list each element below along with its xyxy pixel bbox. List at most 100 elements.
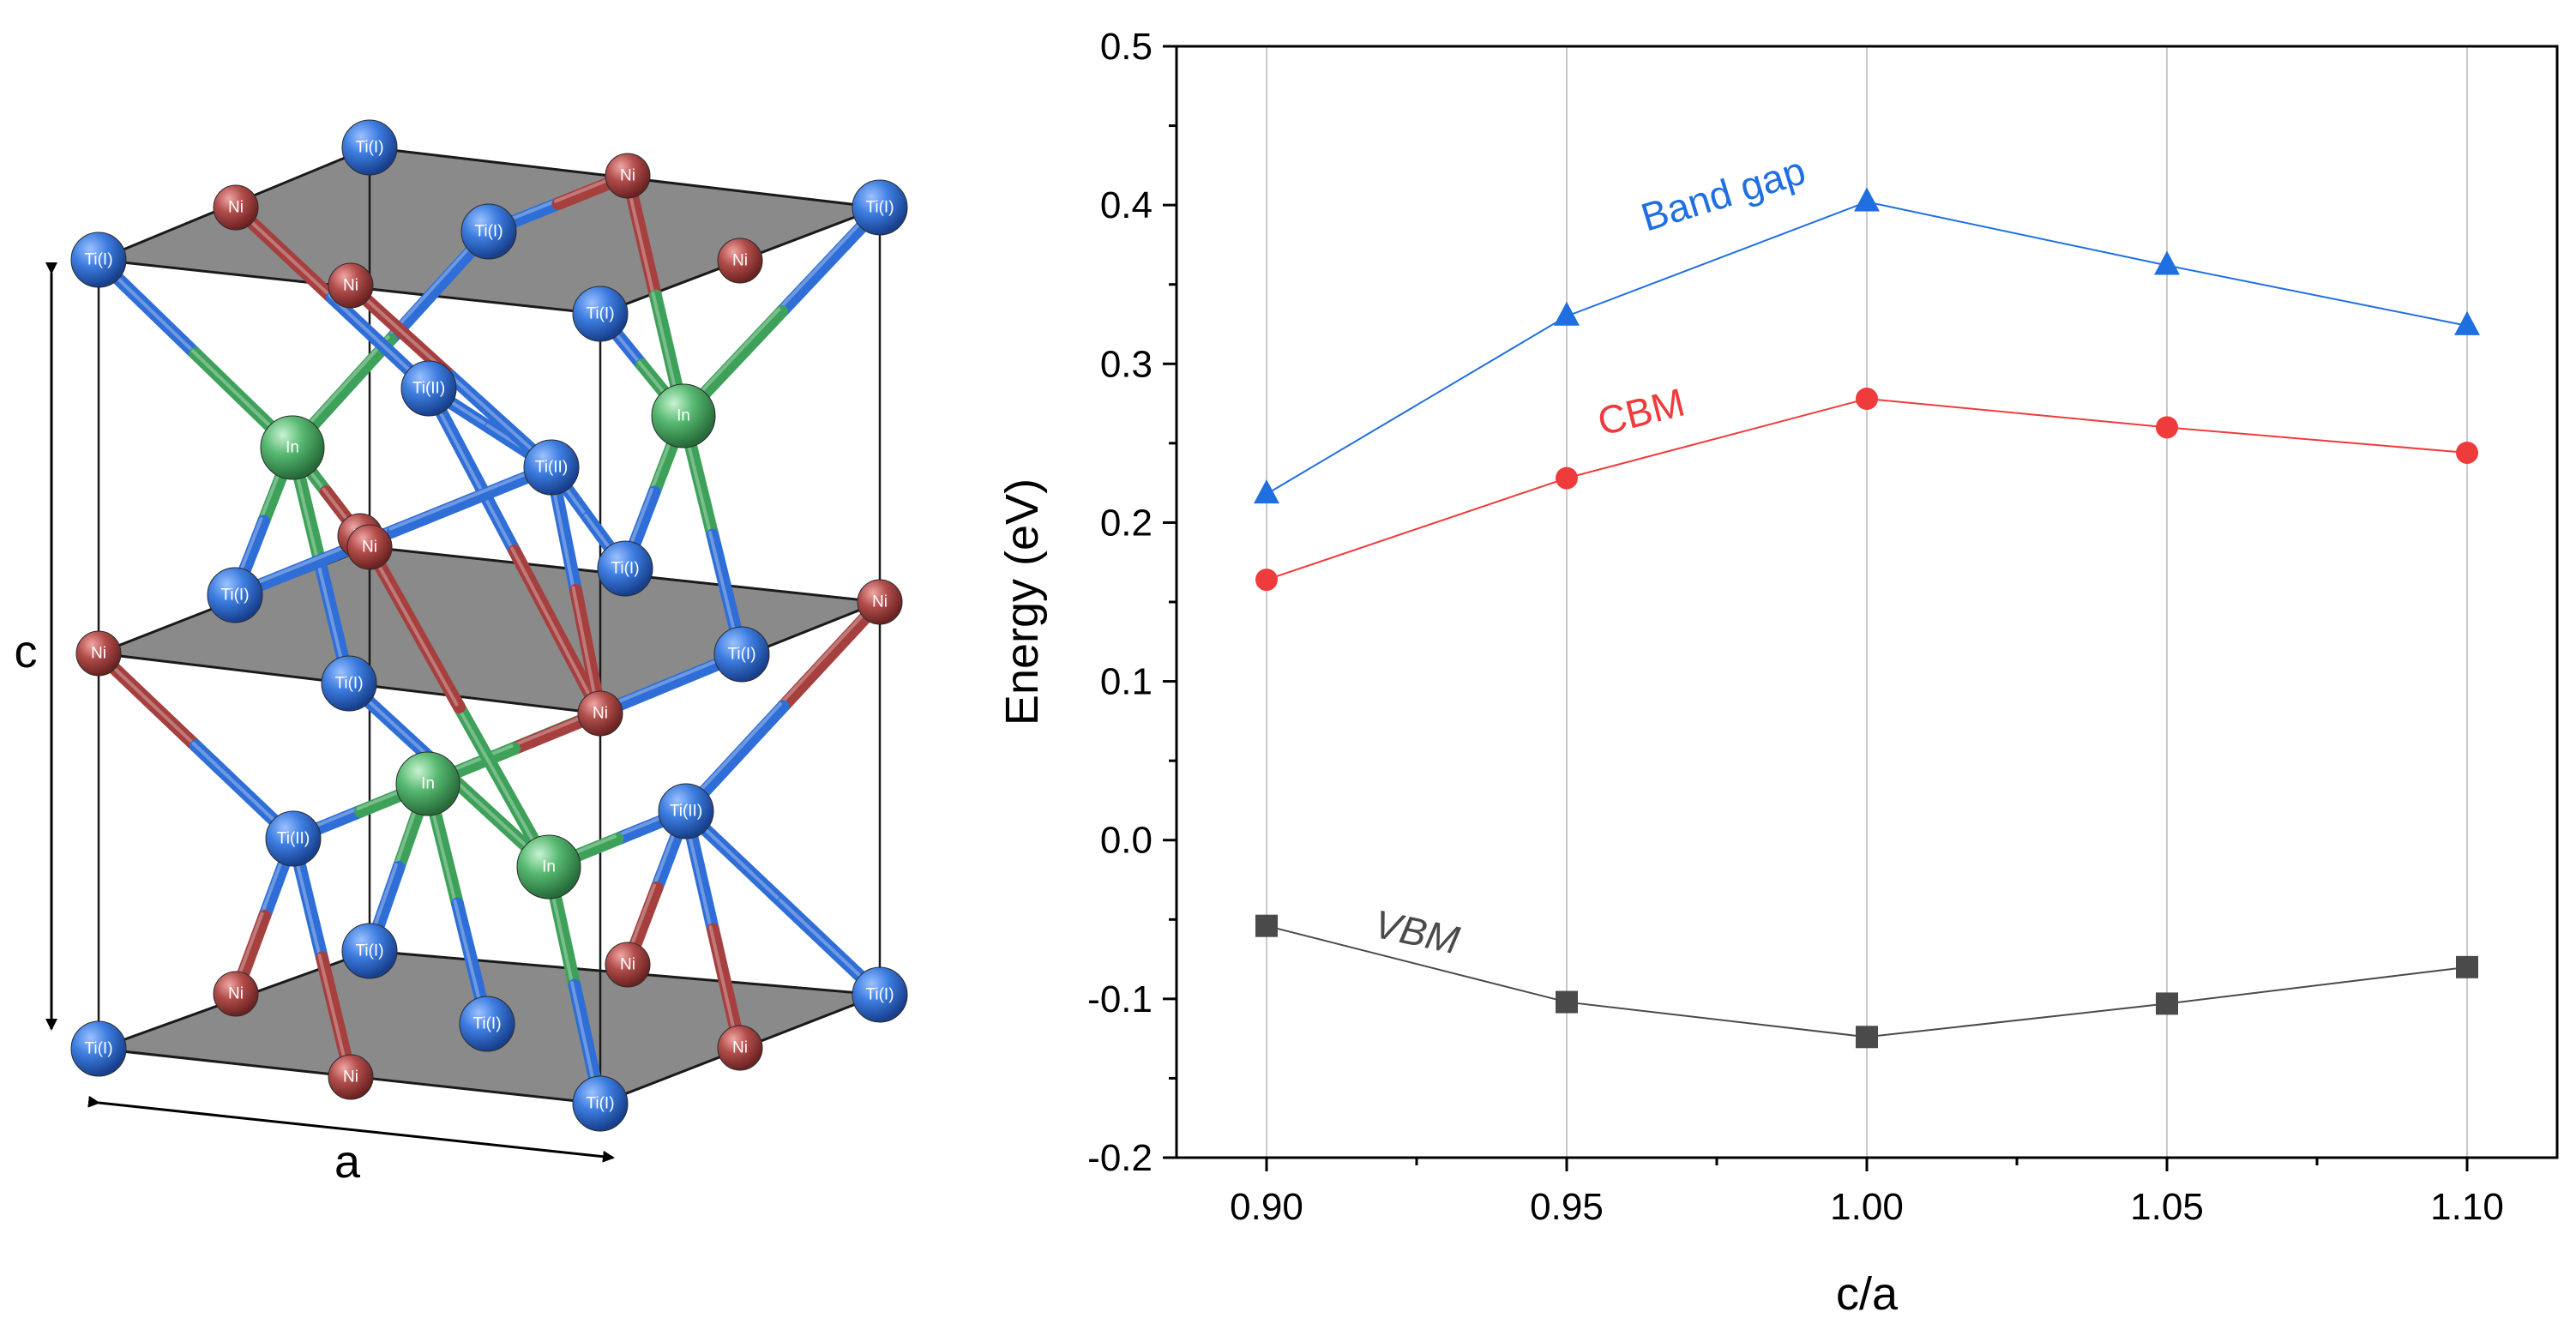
- atom-sphere: [265, 810, 322, 867]
- data-point-band-gap: [1554, 301, 1580, 326]
- atom-label: In: [542, 858, 556, 876]
- atom-label: Ni: [620, 956, 635, 974]
- atom-label: Ni: [732, 1039, 748, 1057]
- atom-sphere: [658, 783, 714, 840]
- bond-highlight: [571, 586, 599, 713]
- bond-segment: [422, 382, 521, 557]
- atom-sphere: [395, 751, 460, 816]
- bond-highlight: [317, 954, 350, 1076]
- data-point-cbm: [2456, 441, 2478, 464]
- atom-sphere: [852, 179, 908, 236]
- a-axis-arrow: [87, 1095, 615, 1163]
- atom-label: Ti(I): [84, 1040, 112, 1058]
- atom-sphere: [852, 966, 908, 1023]
- data-point-cbm: [1856, 388, 1878, 411]
- atom-ni: Ni: [328, 262, 374, 309]
- atom-ti1: Ti(I): [459, 996, 515, 1052]
- atom-sphere: [207, 567, 263, 623]
- atom-ni: Ni: [328, 1054, 374, 1100]
- atom-sphere: [572, 286, 629, 342]
- data-point-cbm: [1556, 466, 1578, 490]
- atom-sphere: [857, 579, 903, 625]
- atom-label: Ti(I): [865, 986, 894, 1004]
- atom-sphere: [523, 439, 580, 496]
- atom-label: Ti(I): [334, 675, 363, 693]
- atom-label: Ti(I): [727, 646, 755, 664]
- atom-label: Ti(I): [865, 199, 894, 217]
- atom-ti1: Ti(I): [597, 540, 653, 597]
- data-point-band-gap: [2454, 310, 2480, 335]
- atom-ti2: Ti(II): [658, 783, 714, 840]
- series-label-cbm: CBM: [1593, 380, 1689, 444]
- atom-ti1: Ti(I): [341, 119, 398, 176]
- atom-ni: Ni: [857, 579, 903, 625]
- data-point-cbm: [1255, 569, 1278, 592]
- atom-label: Ti(I): [220, 587, 249, 605]
- atom-ti1: Ti(I): [852, 179, 908, 236]
- y-axis: -0.2 -0.1 0.0 0.1 0.2 0.3 0.4 0.5: [1087, 26, 1177, 1179]
- atom-ti1: Ti(I): [713, 626, 770, 683]
- data-point-vbm: [1255, 914, 1278, 937]
- x-tick-label: 1.10: [2430, 1186, 2504, 1228]
- series-cbm: [1255, 388, 2478, 592]
- atom-label: Ti(I): [611, 560, 639, 578]
- atom-ni: Ni: [605, 153, 651, 199]
- atom-ni: Ni: [346, 524, 393, 570]
- atom-sphere: [213, 971, 259, 1017]
- atom-ti2: Ti(II): [523, 439, 580, 496]
- data-point-cbm: [2156, 416, 2178, 439]
- atom-label: Ni: [362, 539, 377, 557]
- atom-sphere: [321, 655, 377, 712]
- atom-ti1: Ti(I): [207, 567, 263, 623]
- atom-label: In: [677, 407, 690, 425]
- atom-ti1: Ti(I): [572, 1075, 629, 1132]
- atom-label: Ti(II): [535, 459, 568, 477]
- atom-sphere: [516, 834, 581, 900]
- atom-label: Ni: [91, 645, 106, 663]
- atom-sphere: [597, 540, 653, 597]
- atom-label: Ti(I): [355, 942, 383, 960]
- series-vbm: [1255, 914, 2478, 1049]
- data-point-band-gap: [1254, 479, 1279, 504]
- atom-label: Ti(I): [586, 305, 614, 323]
- bond-highlight: [779, 598, 879, 706]
- atom-ni: Ni: [717, 1025, 763, 1071]
- atom-label: Ni: [228, 985, 244, 1003]
- y-tick-label: 0.0: [1100, 820, 1153, 862]
- atom-sphere: [459, 996, 515, 1052]
- data-series: [1254, 187, 2480, 1049]
- atom-ti2: Ti(II): [400, 360, 457, 417]
- atom-ni: Ni: [213, 971, 259, 1017]
- atom-sphere: [460, 203, 517, 260]
- atom-in: In: [395, 751, 460, 816]
- x-axis-title: c/a: [1836, 1268, 1899, 1320]
- atom-sphere: [651, 383, 716, 448]
- y-tick-label: 0.5: [1100, 26, 1153, 68]
- x-tick-label: 1.00: [1830, 1186, 1904, 1228]
- series-label-vbm: VBM: [1370, 901, 1464, 963]
- atom-sphere: [70, 232, 127, 288]
- basal-planes: [98, 146, 881, 1105]
- atom-label: In: [286, 439, 299, 457]
- data-point-band-gap: [2154, 250, 2180, 275]
- atom-label: Ti(II): [412, 380, 445, 398]
- atom-label: Ni: [872, 593, 888, 611]
- bond-highlight: [708, 925, 739, 1047]
- atom-sphere: [400, 360, 457, 417]
- atom-sphere: [605, 942, 651, 988]
- y-tick-label: -0.2: [1087, 1137, 1153, 1179]
- data-point-band-gap: [1854, 187, 1880, 212]
- atom-label: Ni: [732, 252, 748, 270]
- atom-ti1: Ti(I): [341, 923, 398, 979]
- atom-in: In: [651, 383, 716, 448]
- c-axis-label: c: [15, 626, 38, 677]
- atom-ti1: Ti(I): [460, 203, 517, 260]
- atom-sphere: [717, 238, 763, 284]
- atom-label: Ti(I): [586, 1095, 614, 1113]
- y-tick-label: -0.1: [1087, 978, 1153, 1020]
- atom-sphere: [70, 1020, 127, 1077]
- bond-segment: [387, 460, 558, 538]
- atom-ti1: Ti(I): [572, 286, 629, 342]
- bond-highlight: [454, 702, 548, 866]
